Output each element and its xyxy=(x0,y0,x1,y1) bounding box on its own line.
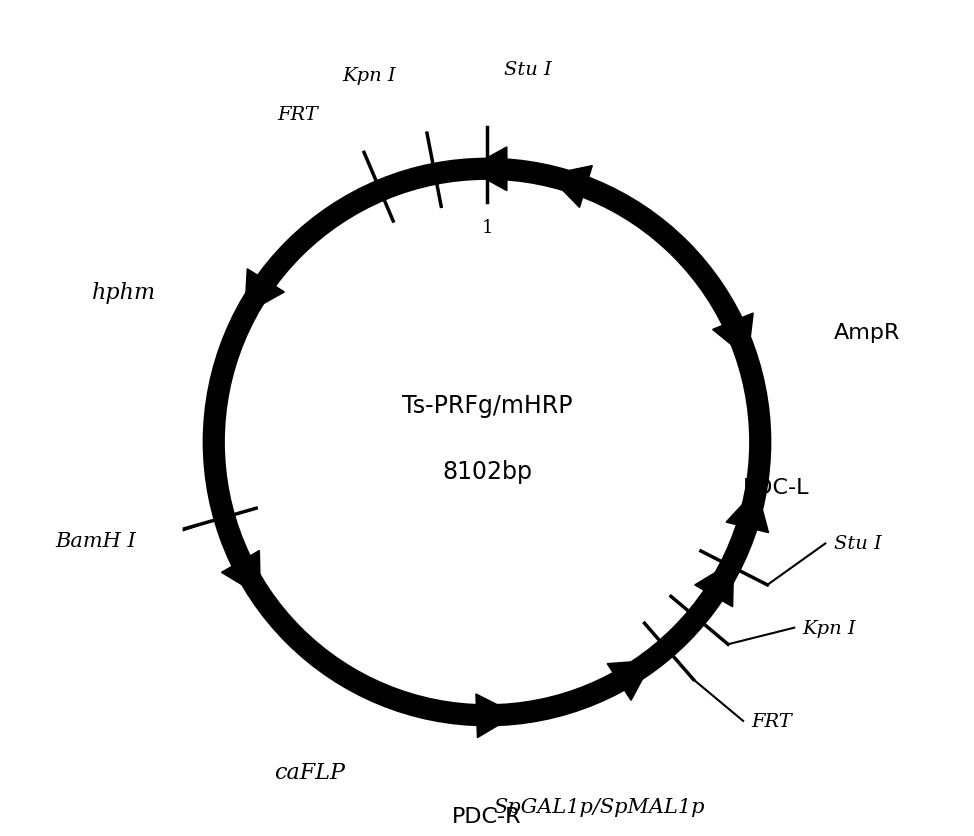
Polygon shape xyxy=(468,148,506,191)
Text: Stu I: Stu I xyxy=(504,61,551,79)
Polygon shape xyxy=(694,562,733,607)
Polygon shape xyxy=(244,269,284,314)
Text: 1: 1 xyxy=(481,219,493,237)
Text: FRT: FRT xyxy=(751,712,792,730)
Text: 8102bp: 8102bp xyxy=(442,460,532,483)
Text: PDC-R: PDC-R xyxy=(452,807,522,826)
Polygon shape xyxy=(221,551,260,596)
Text: Kpn I: Kpn I xyxy=(342,67,395,85)
Text: SpGAL1p/SpMAL1p: SpGAL1p/SpMAL1p xyxy=(494,797,705,816)
Polygon shape xyxy=(548,166,592,208)
Text: FRT: FRT xyxy=(278,105,318,124)
Polygon shape xyxy=(607,660,653,701)
Polygon shape xyxy=(726,489,768,533)
Text: PDC-L: PDC-L xyxy=(742,477,809,497)
Polygon shape xyxy=(713,314,753,359)
Text: hphm: hphm xyxy=(92,281,156,303)
Text: AmpR: AmpR xyxy=(834,323,900,343)
Text: Kpn I: Kpn I xyxy=(803,619,856,637)
Polygon shape xyxy=(476,694,516,737)
Text: caFLP: caFLP xyxy=(275,762,346,783)
Text: BamH I: BamH I xyxy=(56,531,136,550)
Text: Stu I: Stu I xyxy=(834,535,881,553)
Text: Ts-PRFg/mHRP: Ts-PRFg/mHRP xyxy=(401,393,573,417)
